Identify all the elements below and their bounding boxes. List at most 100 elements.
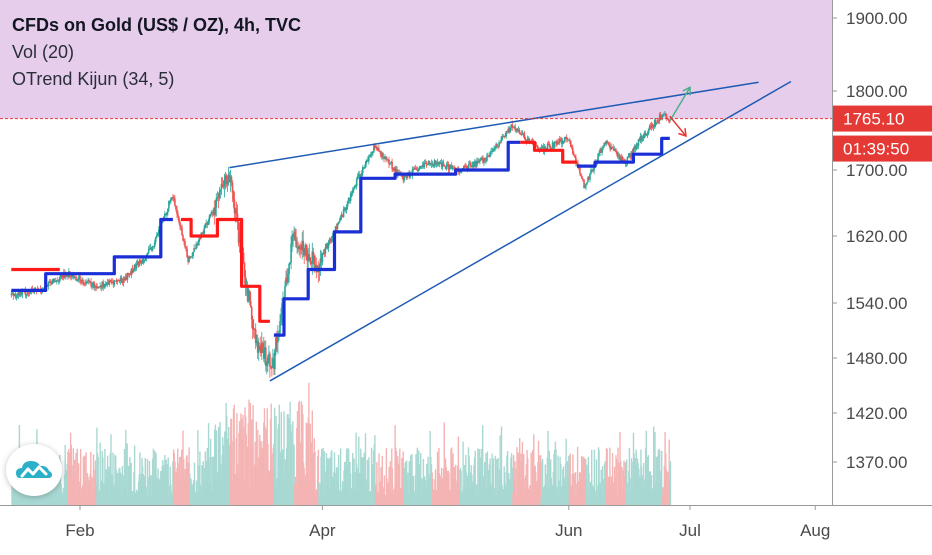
candle-body: [604, 142, 606, 145]
volume-bar: [545, 474, 547, 505]
projection-up-arrow: [669, 86, 691, 122]
projection-arrowhead: [682, 86, 691, 96]
volume-bar: [446, 471, 449, 505]
candle-body: [346, 201, 349, 207]
kijun-down-line: [520, 140, 577, 164]
volume-bar: [665, 469, 668, 505]
candle-body: [115, 280, 118, 282]
volume-bar: [144, 458, 146, 505]
kijun-indicator-label[interactable]: OTrend Kijun (34, 5): [12, 69, 175, 89]
candle-body: [201, 232, 203, 234]
tradingview-logo[interactable]: [6, 444, 62, 496]
volume-bar: [395, 451, 398, 505]
candle-body: [479, 160, 481, 162]
volume-bar: [157, 468, 159, 505]
candle-body: [522, 133, 525, 135]
candle-body: [320, 258, 323, 263]
candle-body: [654, 120, 657, 124]
volume-bar: [477, 494, 480, 505]
candle-body: [652, 126, 655, 128]
volume-bar: [628, 447, 631, 505]
volume-bar: [188, 447, 190, 505]
candle-body: [621, 156, 624, 162]
candle-body: [449, 165, 452, 167]
candle-body: [94, 285, 96, 288]
volume-bar: [359, 473, 361, 505]
candle-body: [615, 151, 618, 153]
candle-body: [247, 290, 250, 301]
volume-bar: [172, 449, 175, 505]
symbol-title[interactable]: CFDs on Gold (US$ / OZ), 4h, TVC: [12, 15, 302, 35]
candle-body: [110, 280, 113, 282]
volume-bar: [206, 448, 208, 505]
volume-bar: [236, 413, 238, 505]
candle-body: [463, 165, 465, 169]
candle-body: [473, 161, 475, 167]
candle-body: [58, 281, 60, 283]
volume-bar: [378, 495, 381, 505]
volume-bar: [408, 461, 410, 505]
candle-body: [176, 209, 178, 215]
volume-bar: [641, 475, 643, 505]
candle-body: [125, 276, 128, 280]
volume-indicator-label[interactable]: Vol (20): [12, 42, 75, 62]
volume-bar: [117, 484, 120, 505]
candle-body: [579, 167, 581, 174]
candle-body: [183, 240, 185, 242]
volume-bar: [139, 452, 141, 505]
candle-body: [234, 208, 237, 214]
candle-body: [102, 282, 104, 288]
volume-bar: [609, 447, 611, 505]
candle-body: [126, 273, 129, 280]
candle-body: [347, 198, 350, 202]
candle-body: [302, 240, 304, 252]
candle-body: [642, 135, 645, 139]
candle-body: [214, 207, 217, 215]
volume-bar: [399, 448, 401, 505]
candle-body: [252, 328, 255, 330]
candle-body: [402, 175, 404, 181]
candle-body: [127, 273, 130, 275]
candle-body: [616, 152, 619, 157]
candle-body: [271, 367, 273, 369]
volume-bar: [123, 449, 126, 505]
volume-bar: [86, 472, 89, 505]
candle-body: [181, 227, 183, 236]
candle-body: [523, 133, 526, 139]
projection-down-arrow: [669, 115, 687, 137]
candle-body: [93, 282, 95, 288]
candle-body: [20, 290, 23, 295]
candle-body: [50, 283, 53, 285]
candle-body: [444, 166, 447, 170]
candle-body: [223, 179, 226, 187]
candle-body: [140, 262, 143, 264]
volume-bar: [275, 488, 278, 505]
candle-body: [205, 222, 207, 226]
volume-bar: [275, 415, 277, 505]
candle-body: [12, 293, 15, 297]
candle-body: [513, 127, 516, 129]
volume-bar: [493, 487, 495, 505]
volume-bar: [126, 443, 128, 505]
candle-body: [668, 119, 670, 121]
candle-body: [168, 201, 170, 209]
volume-bar: [271, 468, 274, 505]
candle-body: [274, 350, 276, 370]
candle-body: [666, 116, 668, 119]
candle-body: [265, 347, 267, 366]
x-tick-label: Feb: [65, 521, 94, 540]
volume-bar: [500, 426, 503, 505]
candle-body: [503, 136, 505, 138]
candle-body: [343, 207, 346, 210]
volume-bar: [254, 441, 256, 505]
candle-body: [48, 281, 51, 283]
candle-body: [519, 133, 522, 135]
candle-body: [142, 259, 145, 262]
candle-body: [424, 162, 427, 164]
candle-body: [330, 238, 333, 241]
candle-body: [609, 145, 611, 150]
candle-body: [211, 212, 214, 214]
volume-bar: [649, 471, 651, 505]
